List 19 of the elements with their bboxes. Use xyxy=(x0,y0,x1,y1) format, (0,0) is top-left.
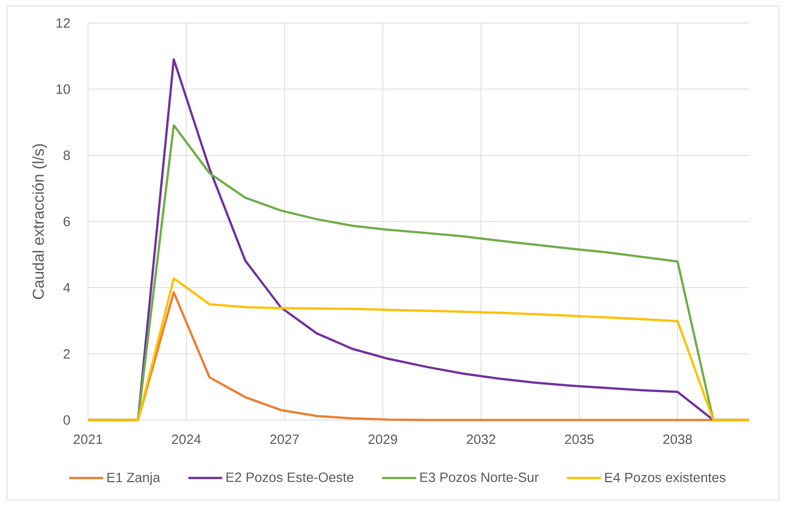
y-tick-label: 4 xyxy=(63,283,70,292)
x-tick-label: 2038 xyxy=(663,434,692,444)
y-tick-label: 6 xyxy=(64,216,70,226)
legend-label: E4 Pozos existentes xyxy=(605,472,726,482)
y-tick-label: 12 xyxy=(56,18,70,28)
y-tick-label: 0 xyxy=(64,415,70,425)
x-tick-label: 2024 xyxy=(172,434,201,444)
x-tick-label: 2035 xyxy=(565,434,594,444)
y-axis-title: Caudal extracción (l/s) xyxy=(32,144,47,299)
y-tick-label: 10 xyxy=(56,84,70,94)
legend-label: E1 Zanja xyxy=(107,472,160,485)
legend-label: E3 Pozos Norte-Sur xyxy=(420,472,539,482)
x-tick-label: 2032 xyxy=(466,434,496,444)
x-tick-label: 2027 xyxy=(270,434,299,444)
y-tick-label: 8 xyxy=(64,150,70,160)
x-tick-label: 2029 xyxy=(368,434,398,444)
legend-label: E2 Pozos Este-Oeste xyxy=(226,472,354,482)
y-tick-label: 2 xyxy=(64,349,70,359)
x-tick-label: 2021 xyxy=(74,434,102,444)
